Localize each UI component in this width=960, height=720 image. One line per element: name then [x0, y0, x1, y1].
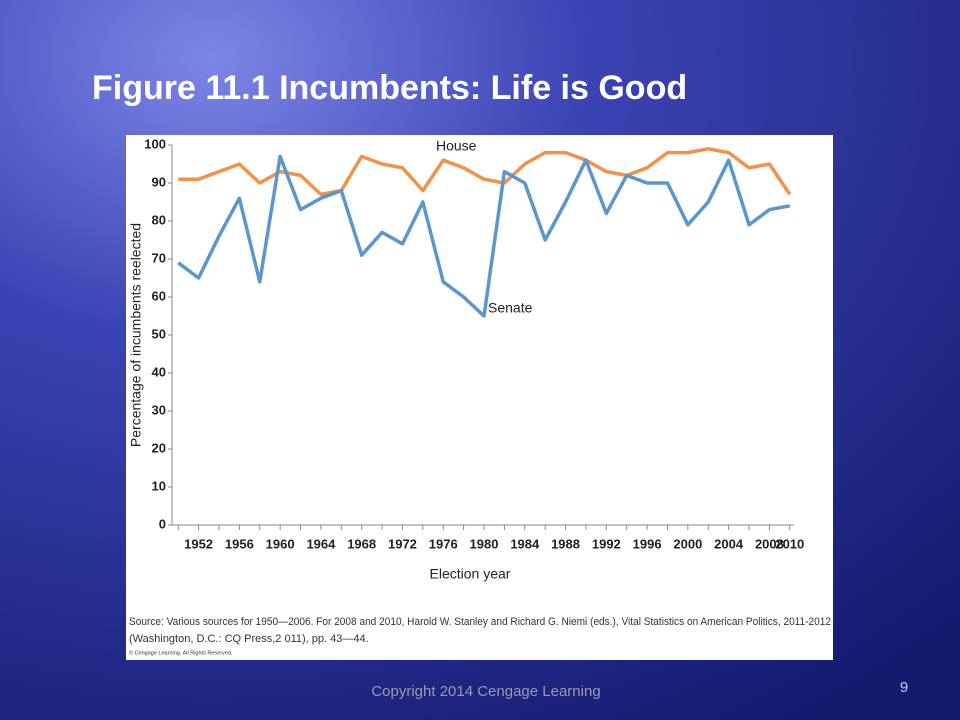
y-tick-label: 80 [152, 212, 166, 227]
series-label: Senate [488, 300, 533, 316]
footer: Copyright 2014 Cengage Learning [371, 683, 600, 700]
series-line [177, 154, 791, 318]
credit: © Cengage Learning. All Rights Reserved. [129, 649, 233, 656]
y-tick-label: 70 [152, 250, 166, 265]
y-tick-label: 20 [152, 440, 166, 455]
source-text: Source: Various sources for 1950—2006. F… [129, 616, 831, 628]
x-tick-label: 2008 [755, 536, 784, 551]
x-tick-label: 1968 [347, 536, 376, 551]
y-tick-label: 40 [152, 364, 166, 379]
y-tick-label: 60 [152, 288, 166, 303]
y-tick-label: 50 [152, 326, 166, 341]
x-tick-label: 1980 [470, 536, 499, 551]
source-text: (Washington, D.C.: CQ Press,2 011), pp. … [129, 633, 369, 645]
x-tick-label: 1984 [510, 536, 540, 551]
x-tick-label: 1952 [184, 536, 213, 551]
y-axis-label: Percentage of incumbents reelected [128, 223, 144, 447]
y-tick-label: 90 [152, 174, 166, 189]
y-tick-label: 10 [152, 478, 166, 493]
x-tick-label: 2004 [714, 536, 744, 551]
series-label: House [436, 138, 477, 154]
y-tick-label: 30 [152, 402, 166, 417]
y-tick-label: 0 [159, 516, 166, 531]
x-tick-label: 1972 [388, 536, 417, 551]
x-tick-label: 2000 [673, 536, 702, 551]
x-tick-label: 1960 [266, 536, 295, 551]
x-tick-label: 1992 [592, 536, 621, 551]
x-tick-label: 1964 [306, 536, 336, 551]
x-tick-label: 1956 [225, 536, 254, 551]
slide-title: Figure 11.1 Incumbents: Life is Good [92, 69, 687, 107]
y-tick-label: 100 [144, 136, 166, 151]
page-number: 9 [900, 679, 908, 696]
x-tick-label: 2010 [775, 536, 804, 551]
x-tick-label: 1988 [551, 536, 580, 551]
x-tick-label: 1976 [429, 536, 458, 551]
x-axis-label: Election year [430, 566, 511, 582]
series-line [178, 147, 792, 197]
x-tick-label: 1996 [633, 536, 662, 551]
